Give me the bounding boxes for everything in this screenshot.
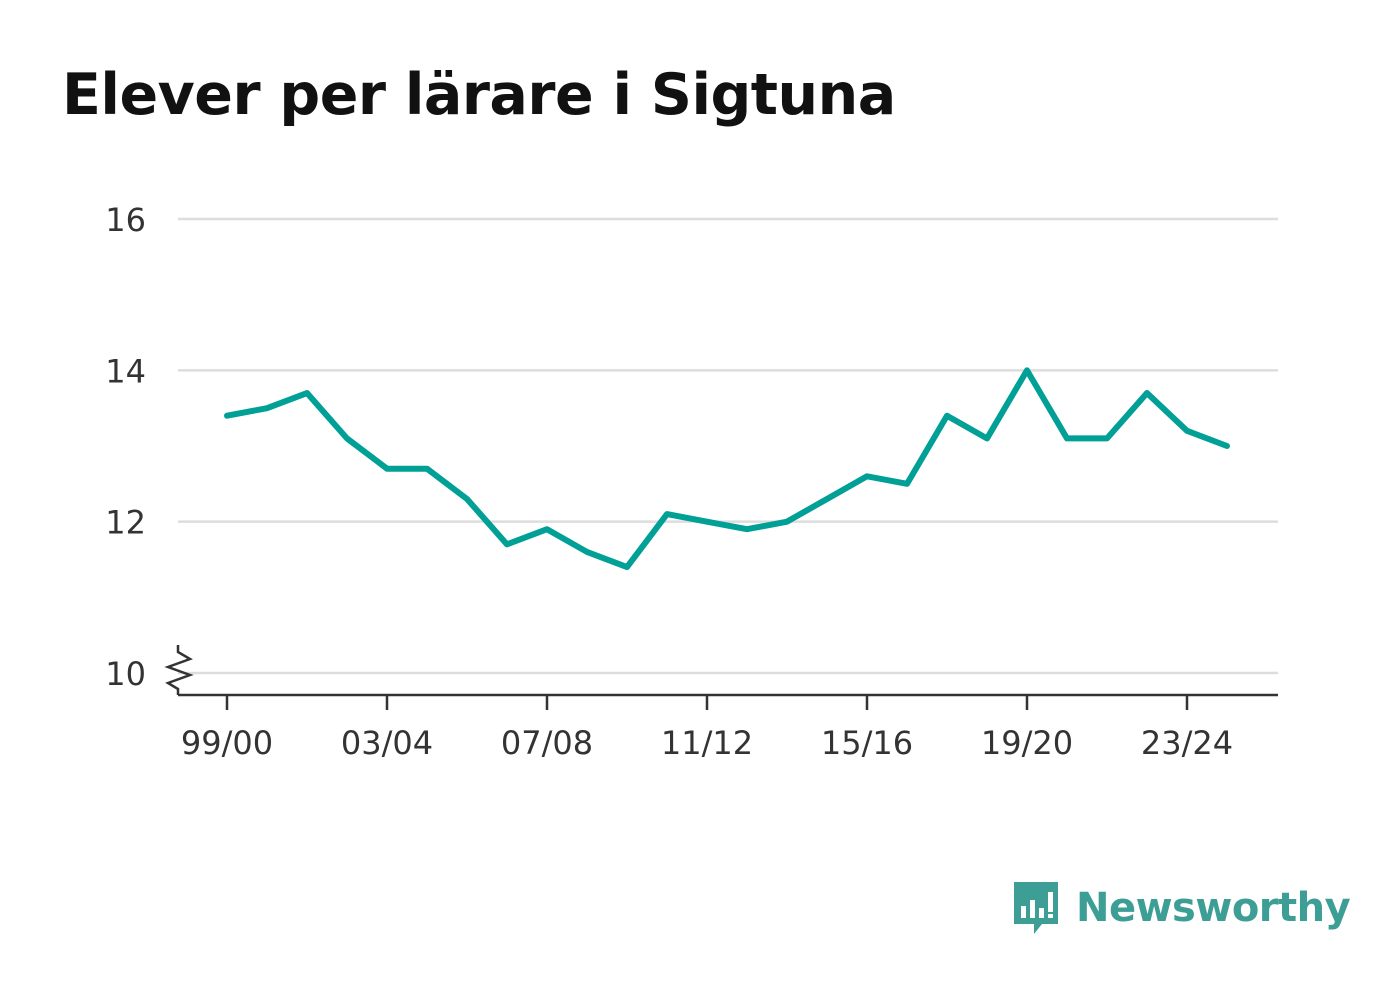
newsworthy-logo-icon <box>1014 882 1058 934</box>
x-axis-ticks: 99/00 03/04 07/08 11/12 15/16 19/20 23/24 <box>181 695 1233 762</box>
y-axis-ticks: 10 12 14 16 <box>105 201 146 693</box>
y-tick-label: 16 <box>105 201 146 239</box>
gridlines <box>178 217 1278 675</box>
y-tick-label: 12 <box>105 504 146 542</box>
brand-name: Newsworthy <box>1076 885 1351 931</box>
y-tick-label: 14 <box>105 352 146 390</box>
x-tick-label: 07/08 <box>501 724 593 762</box>
y-axis-break-icon <box>164 645 194 695</box>
chart-title: Elever per lärare i Sigtuna <box>62 62 896 128</box>
x-tick-label: 99/00 <box>181 724 273 762</box>
x-tick-label: 15/16 <box>821 724 913 762</box>
x-tick-label: 19/20 <box>981 724 1073 762</box>
x-tick-label: 23/24 <box>1141 724 1233 762</box>
y-tick-label: 10 <box>105 655 146 693</box>
x-tick-label: 03/04 <box>341 724 433 762</box>
brand-logo: Newsworthy <box>1010 878 1351 938</box>
series-group <box>224 367 1230 571</box>
series-line <box>224 367 1230 571</box>
x-tick-label: 11/12 <box>661 724 753 762</box>
